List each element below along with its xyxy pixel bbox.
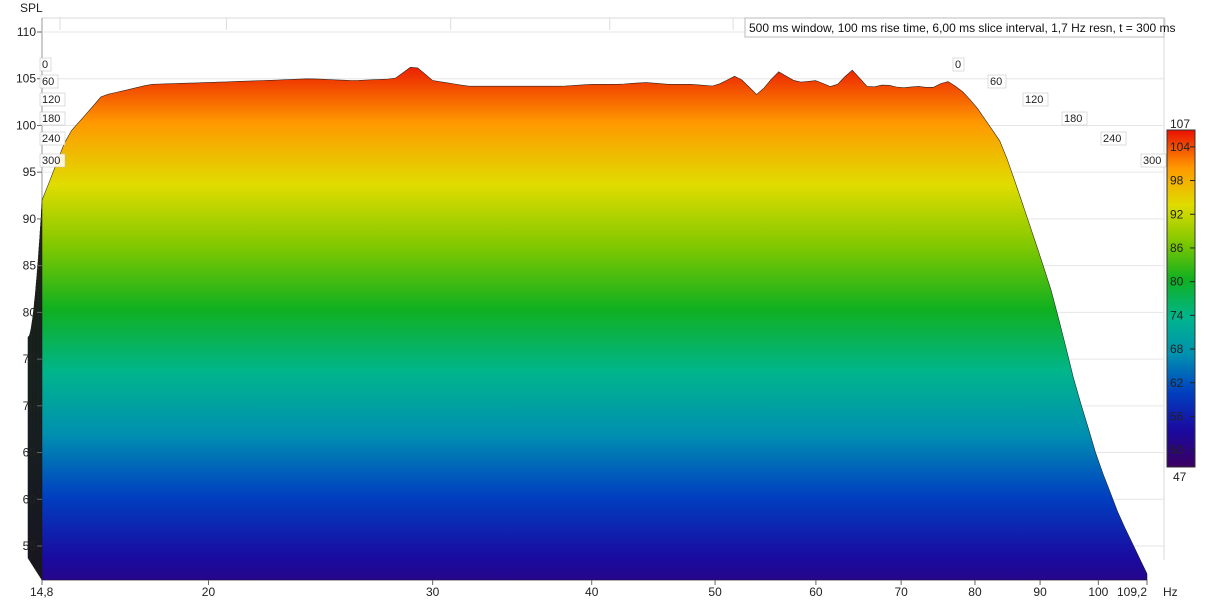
y-tick-label: 95 <box>23 165 37 179</box>
y-tick-label: 70 <box>23 399 37 413</box>
colorbar-min-label: 47 <box>1173 470 1187 484</box>
y-tick-label: 75 <box>23 352 37 366</box>
x-tick-label: 100 <box>1088 585 1108 599</box>
x-tick-label: 80 <box>968 585 982 599</box>
y-axis-label: SPL <box>20 1 43 15</box>
y-tick-label: 100 <box>16 118 36 132</box>
time-tick-box <box>1061 111 1088 126</box>
colorbar-strip <box>1166 129 1196 468</box>
y-tick-label: 105 <box>16 72 36 86</box>
colorbar-tick-label: 80 <box>1170 275 1184 289</box>
colorbar-ticks: 104 98 92 86 80 74 68 62 56 50 <box>1170 140 1195 457</box>
time-tick-label-left: 240 <box>42 133 60 145</box>
y-tick-label: 65 <box>23 446 37 460</box>
time-tick-box <box>39 153 66 168</box>
colorbar: 104 98 92 86 80 74 68 62 56 50 107 47 <box>1166 117 1196 484</box>
x-axis-ticks: 14,8 20 30 40 50 60 70 80 90 100 109,2 <box>30 580 1148 599</box>
time-axis-ticks: 0 0 60 60 120 120 180 180 240 240 300 300 <box>39 57 1167 168</box>
time-tick-box <box>39 74 59 89</box>
colorbar-tick-label: 98 <box>1170 174 1184 188</box>
time-tick-label-right: 60 <box>990 76 1002 88</box>
colorbar-tick-label: 56 <box>1170 409 1184 423</box>
time-tick-box <box>952 57 965 72</box>
time-tick-label-right: 120 <box>1025 94 1043 106</box>
time-tick-label-left: 0 <box>42 59 48 71</box>
time-tick-box <box>1100 131 1127 146</box>
x-tick-label: 30 <box>426 585 440 599</box>
time-tick-label-left: 300 <box>42 155 60 167</box>
colorbar-tick-label: 68 <box>1170 342 1184 356</box>
x-tick-label: 40 <box>585 585 599 599</box>
time-tick-label-right: 300 <box>1143 155 1161 167</box>
colorbar-tick-label: 50 <box>1170 443 1184 457</box>
waterfall-slices <box>27 66 1148 581</box>
info-box-frame <box>744 17 1165 38</box>
time-tick-box <box>987 74 1007 89</box>
y-tick-label: 80 <box>23 305 37 319</box>
x-tick-label: 60 <box>809 585 823 599</box>
time-tick-box <box>1140 153 1167 168</box>
x-axis-unit: Hz <box>1163 585 1178 599</box>
y-tick-label: 85 <box>23 259 37 273</box>
y-tick-label: 110 <box>17 25 36 39</box>
time-tick-box <box>1022 92 1049 107</box>
colorbar-tick-label: 86 <box>1170 241 1184 255</box>
colorbar-tick-label: 62 <box>1170 376 1184 390</box>
time-tick-box <box>39 131 66 146</box>
x-tick-label: 70 <box>894 585 908 599</box>
colorbar-tick-label: 104 <box>1170 140 1190 154</box>
colorbar-tick-label: 74 <box>1170 308 1184 322</box>
x-tick-label: 109,2 <box>1117 585 1147 599</box>
time-tick-label-right: 240 <box>1103 133 1121 145</box>
time-tick-label-left: 180 <box>42 113 60 125</box>
colorbar-tick-label: 92 <box>1170 207 1184 221</box>
x-tick-label: 20 <box>202 585 216 599</box>
time-tick-label-right: 180 <box>1064 113 1082 125</box>
time-tick-label-right: 0 <box>955 59 961 71</box>
info-box-text: 500 ms window, 100 ms rise time, 6,00 ms… <box>749 21 1176 35</box>
x-tick-label: 14,8 <box>30 585 54 599</box>
slice-0ms <box>41 66 1148 581</box>
x-tick-label: 90 <box>1033 585 1047 599</box>
time-tick-label-left: 120 <box>42 94 60 106</box>
time-tick-box <box>39 92 66 107</box>
x-tick-label: 50 <box>708 585 722 599</box>
time-tick-box <box>39 57 52 72</box>
y-tick-label: 60 <box>23 492 37 506</box>
y-tick-label: 55 <box>23 539 37 553</box>
time-tick-label-left: 60 <box>42 76 54 88</box>
info-box: 500 ms window, 100 ms rise time, 6,00 ms… <box>744 17 1176 38</box>
colorbar-max-label: 107 <box>1170 117 1190 131</box>
y-axis-ticks: 110 105 100 95 90 85 80 75 70 65 60 55 <box>16 25 42 553</box>
y-tick-label: 90 <box>23 212 37 226</box>
time-tick-box <box>39 111 66 126</box>
